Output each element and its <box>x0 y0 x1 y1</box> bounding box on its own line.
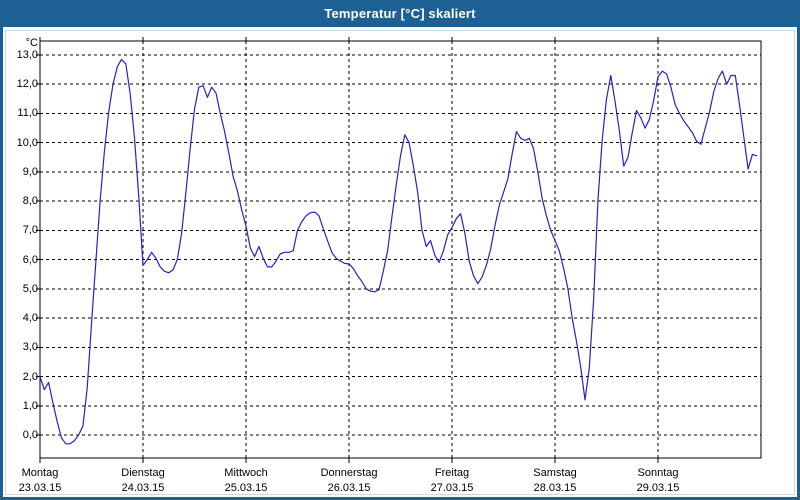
titlebar: Temperatur [°C] skaliert <box>3 0 797 27</box>
x-day-label: Donnerstag <box>320 467 378 479</box>
temperature-series-line <box>39 58 758 445</box>
x-date-label: 24.03.15 <box>121 482 165 494</box>
x-day-label: Montag <box>21 467 59 479</box>
x-day-label: Freitag <box>434 467 470 479</box>
y-axis-unit-label: °C <box>25 37 38 49</box>
x-date-label: 23.03.15 <box>18 482 62 494</box>
y-tick-label: 2,0 <box>22 370 38 383</box>
y-tick-label: 5,0 <box>22 282 38 295</box>
y-tick-label: 8,0 <box>22 195 38 208</box>
x-day-label: Dienstag <box>121 467 165 479</box>
y-tick-label: 4,0 <box>22 312 38 325</box>
x-day-label: Samstag <box>533 467 577 479</box>
y-tick-label: 10,0 <box>16 136 38 149</box>
y-tick-label: 13,0 <box>16 49 38 61</box>
y-tick-label: 6,0 <box>22 253 38 266</box>
y-tick-label: 12,0 <box>16 78 38 91</box>
x-date-label: 27.03.15 <box>430 482 474 494</box>
x-day-label: Mittwoch <box>224 467 268 479</box>
plot-border <box>39 40 762 459</box>
x-date-label: 28.03.15 <box>533 482 577 494</box>
x-date-label: 26.03.15 <box>327 482 371 494</box>
x-date-label: 29.03.15 <box>636 482 680 494</box>
y-tick-label: 3,0 <box>22 341 38 354</box>
x-date-label: 25.03.15 <box>224 482 268 494</box>
y-tick-label: 0,0 <box>22 429 38 441</box>
y-tick-label: 11,0 <box>17 107 38 120</box>
y-tick-label: 9,0 <box>22 165 38 178</box>
x-day-label: Sonntag <box>637 467 679 479</box>
window-title: Temperatur [°C] skaliert <box>324 6 476 21</box>
y-tick-label: 7,0 <box>22 224 38 237</box>
chart-panel <box>5 30 795 495</box>
y-tick-label: 1,0 <box>22 399 38 412</box>
